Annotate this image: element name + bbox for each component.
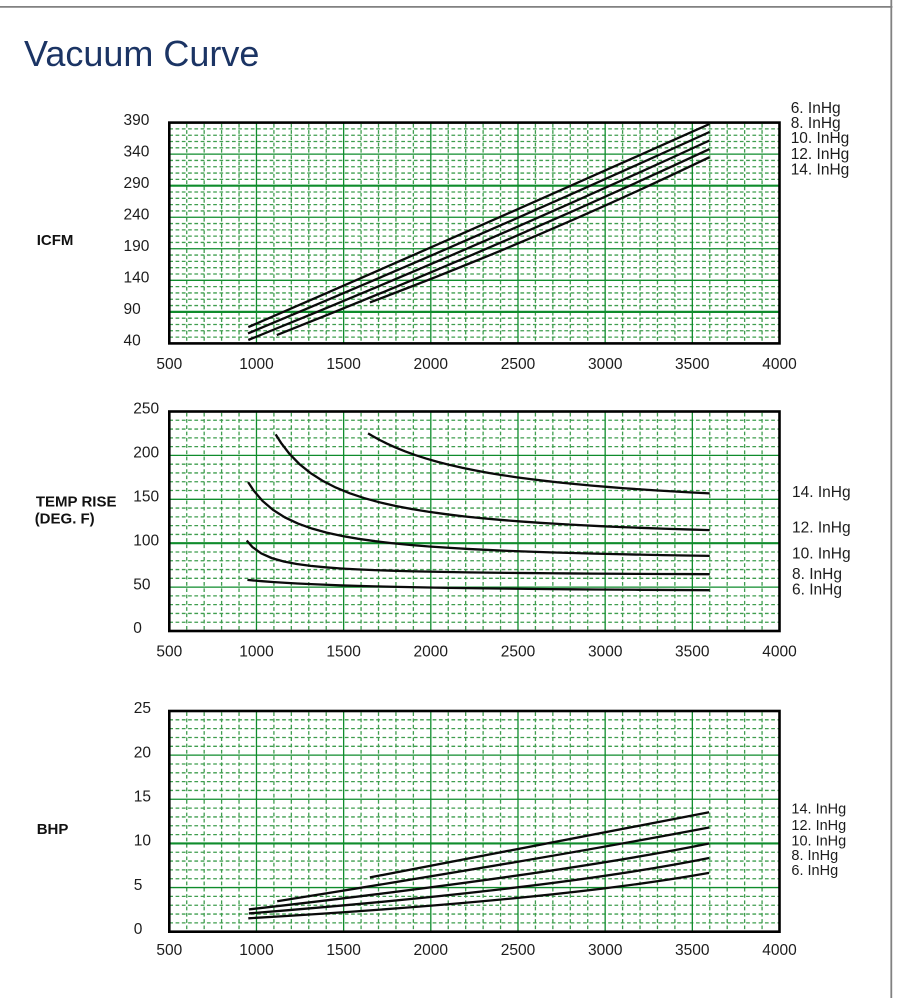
svg-text:240: 240 — [124, 206, 150, 223]
svg-text:50: 50 — [133, 576, 151, 593]
svg-text:100: 100 — [133, 532, 159, 549]
svg-text:14. InHg: 14. InHg — [791, 802, 846, 818]
svg-text:3500: 3500 — [675, 942, 710, 959]
svg-text:14. InHg: 14. InHg — [792, 484, 851, 501]
svg-text:190: 190 — [124, 238, 150, 255]
svg-text:14. InHg: 14. InHg — [791, 162, 850, 179]
svg-text:2000: 2000 — [414, 942, 449, 959]
svg-text:20: 20 — [134, 744, 152, 761]
svg-text:6. InHg: 6. InHg — [791, 863, 838, 879]
svg-text:340: 340 — [124, 143, 150, 160]
svg-text:10. InHg: 10. InHg — [791, 130, 850, 147]
svg-text:90: 90 — [124, 301, 142, 318]
svg-text:12. InHg: 12. InHg — [791, 146, 850, 163]
svg-text:5: 5 — [134, 877, 143, 894]
svg-text:250: 250 — [133, 401, 159, 418]
svg-text:500: 500 — [156, 942, 182, 959]
svg-text:1500: 1500 — [326, 356, 361, 373]
svg-text:12. InHg: 12. InHg — [792, 520, 851, 537]
svg-text:6. InHg: 6. InHg — [791, 100, 841, 117]
svg-text:0: 0 — [134, 921, 143, 938]
svg-text:3500: 3500 — [675, 356, 710, 373]
svg-text:4000: 4000 — [762, 942, 797, 959]
svg-text:(DEG. F): (DEG. F) — [35, 511, 95, 528]
svg-text:4000: 4000 — [762, 356, 797, 373]
svg-text:2500: 2500 — [501, 356, 536, 373]
svg-text:200: 200 — [133, 445, 159, 462]
svg-text:10. InHg: 10. InHg — [792, 546, 851, 563]
svg-text:3000: 3000 — [588, 643, 623, 660]
svg-text:15: 15 — [134, 789, 151, 806]
svg-text:1000: 1000 — [239, 942, 274, 959]
svg-text:12. InHg: 12. InHg — [791, 818, 846, 834]
svg-text:10: 10 — [134, 833, 152, 850]
svg-text:8. InHg: 8. InHg — [792, 566, 842, 583]
svg-text:500: 500 — [156, 643, 182, 660]
svg-text:150: 150 — [133, 489, 159, 506]
svg-text:6. InHg: 6. InHg — [792, 581, 842, 598]
svg-text:4000: 4000 — [762, 643, 797, 660]
svg-text:500: 500 — [156, 356, 182, 373]
svg-text:2500: 2500 — [501, 942, 536, 959]
svg-text:8. InHg: 8. InHg — [791, 848, 838, 864]
svg-text:TEMP RISE: TEMP RISE — [36, 494, 117, 511]
svg-text:390: 390 — [124, 112, 150, 129]
svg-text:1500: 1500 — [326, 942, 361, 959]
svg-text:ICFM: ICFM — [37, 232, 74, 249]
svg-text:10. InHg: 10. InHg — [791, 834, 846, 850]
svg-text:3000: 3000 — [588, 942, 623, 959]
svg-text:Vacuum Curve: Vacuum Curve — [24, 33, 259, 74]
svg-text:2500: 2500 — [501, 643, 536, 660]
svg-text:140: 140 — [124, 270, 150, 287]
svg-text:3000: 3000 — [588, 356, 623, 373]
svg-text:2000: 2000 — [414, 356, 449, 373]
svg-text:1000: 1000 — [239, 643, 274, 660]
svg-text:25: 25 — [134, 700, 151, 717]
svg-text:2000: 2000 — [414, 643, 449, 660]
svg-text:0: 0 — [133, 620, 142, 637]
svg-text:1000: 1000 — [239, 356, 274, 373]
svg-text:8. InHg: 8. InHg — [791, 115, 841, 132]
svg-text:40: 40 — [124, 333, 142, 350]
svg-text:290: 290 — [124, 175, 150, 192]
svg-text:3500: 3500 — [675, 643, 710, 660]
svg-text:1500: 1500 — [326, 643, 361, 660]
svg-text:BHP: BHP — [37, 821, 69, 838]
